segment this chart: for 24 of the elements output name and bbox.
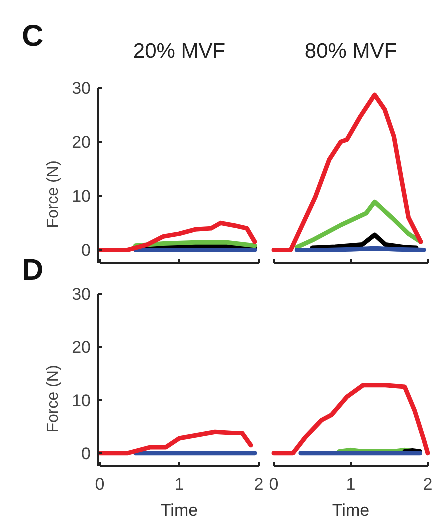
y-axis-title: Force (N) bbox=[45, 365, 62, 433]
y-tick-label: 30 bbox=[72, 79, 91, 98]
y-tick-label: 20 bbox=[72, 338, 91, 358]
x-tick-label: 1 bbox=[346, 475, 356, 494]
text: C bbox=[22, 20, 44, 53]
y-tick-label: 0 bbox=[82, 241, 91, 260]
x-tick-label: 0 bbox=[269, 475, 279, 494]
x-axis-title: Time bbox=[332, 501, 370, 517]
x-tick-label: 0 bbox=[95, 475, 105, 494]
chart-title: 80% MVF bbox=[304, 40, 398, 63]
x-tick-label: 2 bbox=[423, 475, 433, 494]
chart-title: 20% MVF bbox=[133, 40, 226, 63]
y-tick-label: 10 bbox=[72, 391, 91, 410]
y-tick-label: 30 bbox=[72, 285, 91, 304]
x-tick-label: 1 bbox=[174, 475, 184, 494]
line-series bbox=[98, 220, 258, 252]
x-tick-label: 2 bbox=[254, 475, 264, 494]
y-tick-label: 10 bbox=[72, 187, 91, 206]
y-tick-label: 0 bbox=[82, 444, 91, 464]
line-series bbox=[98, 430, 254, 456]
x-axis-title: Time bbox=[160, 501, 198, 517]
y-axis-title: Force (N) bbox=[45, 160, 62, 228]
y-tick-label: 20 bbox=[72, 133, 91, 152]
text: D bbox=[22, 254, 44, 287]
